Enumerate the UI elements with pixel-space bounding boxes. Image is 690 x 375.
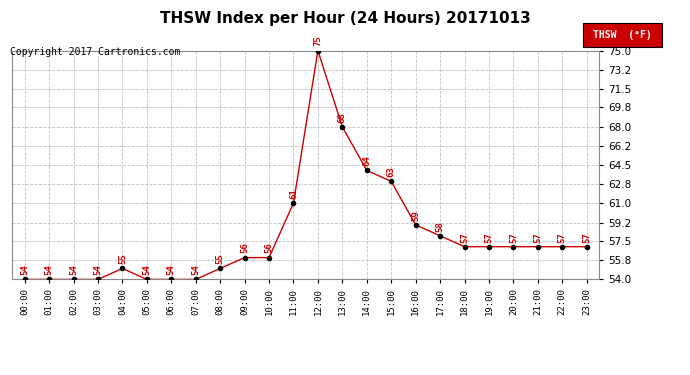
Text: 55: 55 <box>118 254 127 264</box>
Text: Copyright 2017 Cartronics.com: Copyright 2017 Cartronics.com <box>10 47 181 57</box>
Text: 75: 75 <box>313 36 322 46</box>
Text: 68: 68 <box>338 112 347 123</box>
Text: 54: 54 <box>142 264 151 275</box>
Text: 56: 56 <box>240 243 249 254</box>
Text: 58: 58 <box>435 221 444 232</box>
Text: 54: 54 <box>69 264 78 275</box>
Text: 54: 54 <box>45 264 54 275</box>
Text: 56: 56 <box>264 243 273 254</box>
Text: 57: 57 <box>484 232 493 243</box>
Text: 55: 55 <box>216 254 225 264</box>
Text: 54: 54 <box>20 264 29 275</box>
Text: 54: 54 <box>167 264 176 275</box>
Text: 54: 54 <box>93 264 102 275</box>
Text: 64: 64 <box>362 156 371 166</box>
Text: 57: 57 <box>582 232 591 243</box>
Text: 57: 57 <box>533 232 542 243</box>
Text: 57: 57 <box>460 232 469 243</box>
Text: 59: 59 <box>411 210 420 221</box>
Text: 61: 61 <box>289 188 298 199</box>
Text: 54: 54 <box>191 264 200 275</box>
Text: 57: 57 <box>509 232 518 243</box>
Text: 63: 63 <box>386 166 395 177</box>
Text: 57: 57 <box>558 232 566 243</box>
Text: THSW  (°F): THSW (°F) <box>593 30 652 40</box>
Text: THSW Index per Hour (24 Hours) 20171013: THSW Index per Hour (24 Hours) 20171013 <box>159 11 531 26</box>
